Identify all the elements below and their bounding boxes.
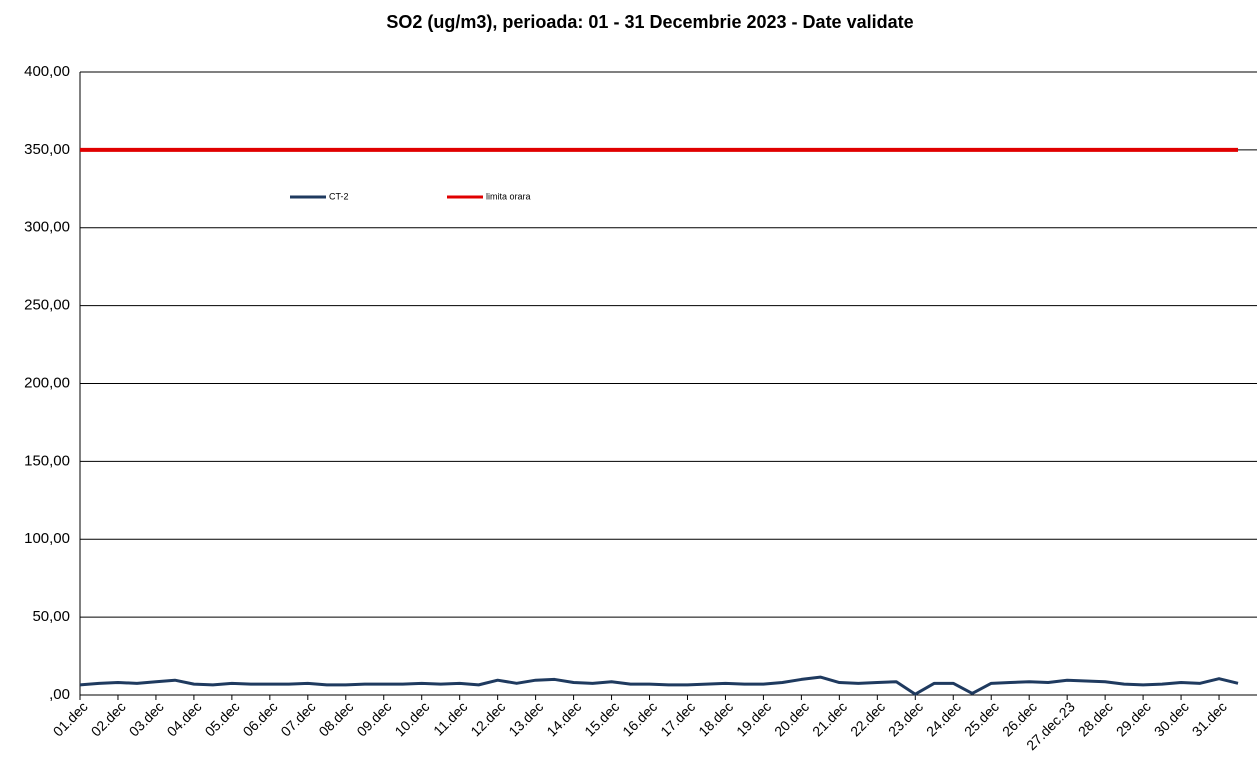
- legend-label: limita orara: [486, 191, 531, 201]
- x-tick-label: 14.dec: [543, 698, 584, 739]
- y-tick-label: 300,00: [24, 219, 70, 236]
- x-tick-label: 11.dec: [430, 698, 470, 738]
- y-tick-label: 100,00: [24, 530, 70, 547]
- y-tick-label: 250,00: [24, 297, 70, 314]
- x-tick-label: 20.dec: [771, 698, 812, 739]
- x-tick-label: 01.dec: [50, 698, 91, 739]
- x-tick-label: 10.dec: [391, 698, 432, 739]
- x-tick-label: 08.dec: [315, 698, 356, 739]
- chart-title: SO2 (ug/m3), perioada: 01 - 31 Decembrie…: [386, 12, 913, 32]
- y-tick-label: 400,00: [24, 63, 70, 80]
- x-tick-label: 12.dec: [467, 698, 508, 739]
- y-tick-label: 50,00: [32, 608, 70, 625]
- x-tick-label: 29.dec: [1113, 698, 1154, 739]
- x-tick-label: 04.dec: [164, 698, 205, 739]
- x-tick-label: 07.dec: [278, 698, 319, 739]
- x-tick-label: 18.dec: [695, 698, 736, 739]
- x-tick-label: 30.dec: [1151, 698, 1192, 739]
- x-tick-label: 13.dec: [505, 698, 546, 739]
- y-tick-label: 350,00: [24, 141, 70, 158]
- x-tick-label: 25.dec: [961, 698, 1002, 739]
- x-tick-label: 28.dec: [1075, 698, 1116, 739]
- x-tick-label: 05.dec: [202, 698, 243, 739]
- y-tick-label: ,00: [49, 686, 70, 703]
- x-tick-label: 22.dec: [847, 698, 888, 739]
- y-tick-label: 200,00: [24, 374, 70, 391]
- x-tick-label: 15.dec: [581, 698, 622, 739]
- x-tick-label: 03.dec: [126, 698, 167, 739]
- x-tick-label: 19.dec: [733, 698, 774, 739]
- x-tick-label: 16.dec: [619, 698, 660, 739]
- x-tick-label: 24.dec: [923, 698, 964, 739]
- legend-label: CT-2: [329, 191, 349, 201]
- x-tick-label: 17.dec: [657, 698, 698, 739]
- x-tick-label: 02.dec: [88, 698, 129, 739]
- x-tick-label: 23.dec: [885, 698, 926, 739]
- x-tick-label: 21.dec: [809, 698, 850, 739]
- x-tick-label: 06.dec: [240, 698, 281, 739]
- series-line: [79, 675, 1239, 696]
- y-tick-label: 150,00: [24, 452, 70, 469]
- x-tick-label: 31.dec: [1189, 698, 1230, 739]
- x-tick-label: 09.dec: [353, 698, 394, 739]
